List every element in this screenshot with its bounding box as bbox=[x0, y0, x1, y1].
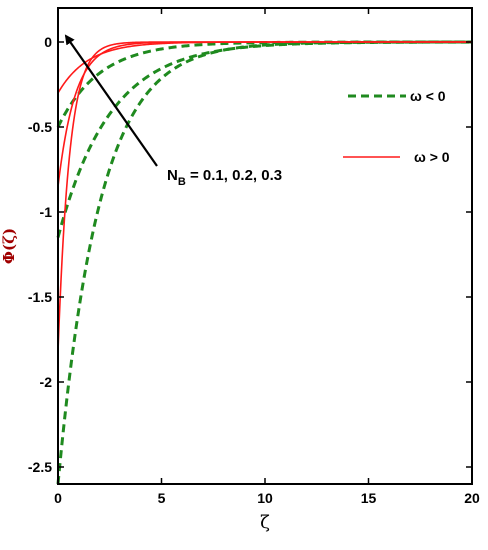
annotation-text-subscript: B bbox=[178, 176, 186, 188]
nb-annotation: NB = 0.1, 0.2, 0.3 bbox=[64, 34, 282, 188]
annotation-text-main: N bbox=[167, 167, 178, 184]
legend: ω < 0 ω > 0 bbox=[343, 88, 450, 165]
plot-frame bbox=[57, 7, 473, 485]
y-tick-label: -2.5 bbox=[28, 459, 52, 475]
x-tick-label: 10 bbox=[257, 490, 273, 506]
axis-ticks bbox=[57, 8, 473, 484]
series-line-omega-positive-1 bbox=[57, 41, 472, 94]
legend-label-omega-positive: ω > 0 bbox=[414, 149, 450, 165]
x-tick-label: 15 bbox=[361, 490, 377, 506]
y-tick-label: 0 bbox=[44, 34, 52, 50]
y-tick-label: -0.5 bbox=[28, 119, 52, 135]
y-tick-label: -1 bbox=[40, 204, 53, 220]
annotation-text: NB = 0.1, 0.2, 0.3 bbox=[167, 167, 282, 188]
series-line-omega-negative-2 bbox=[56, 40, 472, 238]
x-tick-label: 5 bbox=[158, 490, 166, 506]
series-line-omega-positive-3 bbox=[57, 41, 472, 352]
series-line-omega-negative-3 bbox=[56, 40, 472, 485]
legend-label-omega-negative: ω < 0 bbox=[410, 88, 446, 104]
annotation-text-rest: = 0.1, 0.2, 0.3 bbox=[186, 167, 282, 184]
annotation-arrow bbox=[64, 34, 158, 167]
y-tick-label: -2 bbox=[40, 374, 53, 390]
x-tick-label: 20 bbox=[464, 490, 480, 506]
series-lines bbox=[56, 40, 472, 485]
x-tick-label: 0 bbox=[54, 490, 62, 506]
y-tick-label: -1.5 bbox=[28, 289, 52, 305]
y-axis-label: Φ(ζ) bbox=[0, 228, 18, 264]
x-axis-label: ζ bbox=[260, 512, 270, 533]
axis-tick-labels: 0 5 10 15 20 0 -0.5 -1 -1.5 -2 -2.5 bbox=[28, 34, 480, 506]
